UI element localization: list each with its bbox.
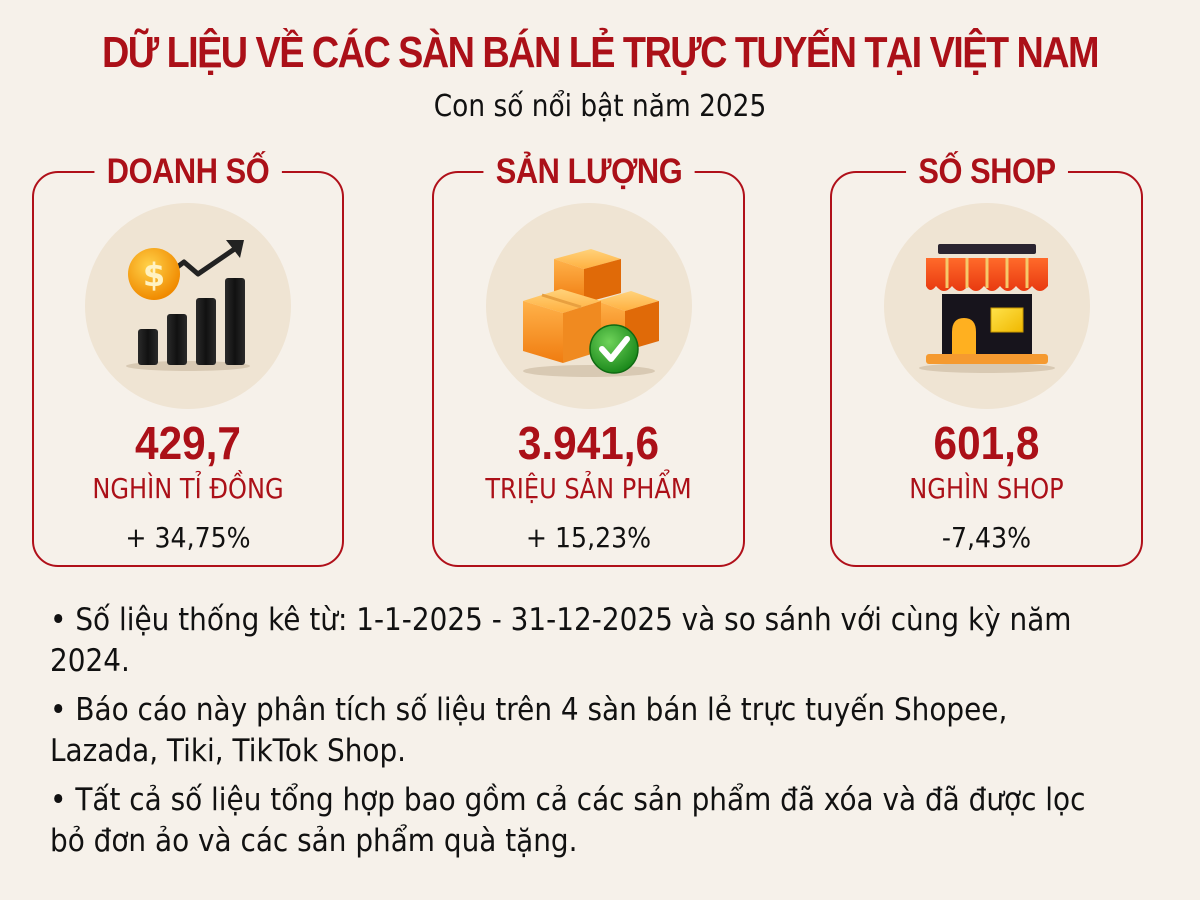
stat-value: 429,7 [135,417,241,469]
stat-unit: NGHÌN SHOP [909,472,1064,505]
stat-value: 3.941,6 [517,417,660,469]
icon-circle [485,203,692,409]
note-item: • Báo cáo này phân tích số liệu trên 4 s… [50,692,1008,769]
stat-card-shops: SỐ SHOP [830,147,1143,567]
stat-change: -7,43% [941,521,1032,554]
stat-card-volume: SẢN LƯỢNG [432,147,745,567]
card-label: DOANH SỐ [94,147,282,197]
stat-unit: NGHÌN TỈ ĐỒNG [92,472,284,505]
stat-change: + 34,75% [125,521,251,554]
note-item: • Số liệu thống kê từ: 1-1-2025 - 31-12-… [50,602,1072,679]
note-item: • Tất cả số liệu tổng hợp bao gồm cả các… [50,782,1086,859]
card-label: SẢN LƯỢNG [482,147,695,197]
revenue-chart-coin-icon: $ [118,236,258,376]
stat-change: + 15,23% [525,521,652,554]
stat-value: 601,8 [933,417,1040,469]
boxes-check-icon [509,231,669,381]
notes-list: • Số liệu thống kê từ: 1-1-2025 - 31-12-… [50,600,1160,870]
stat-unit: TRIỆU SẢN PHẨM [485,472,692,505]
stat-card-revenue: DOANH SỐ [32,147,344,567]
svg-text:$: $ [143,256,165,294]
page-title: DỮ LIỆU VỀ CÁC SÀN BÁN LẺ TRỰC TUYẾN TẠI… [101,28,1100,77]
card-label: SỐ SHOP [905,147,1068,197]
page-subtitle: Con số nổi bật năm 2025 [433,89,767,124]
icon-circle [883,203,1090,409]
storefront-icon [912,236,1062,376]
icon-circle: $ [85,203,291,409]
